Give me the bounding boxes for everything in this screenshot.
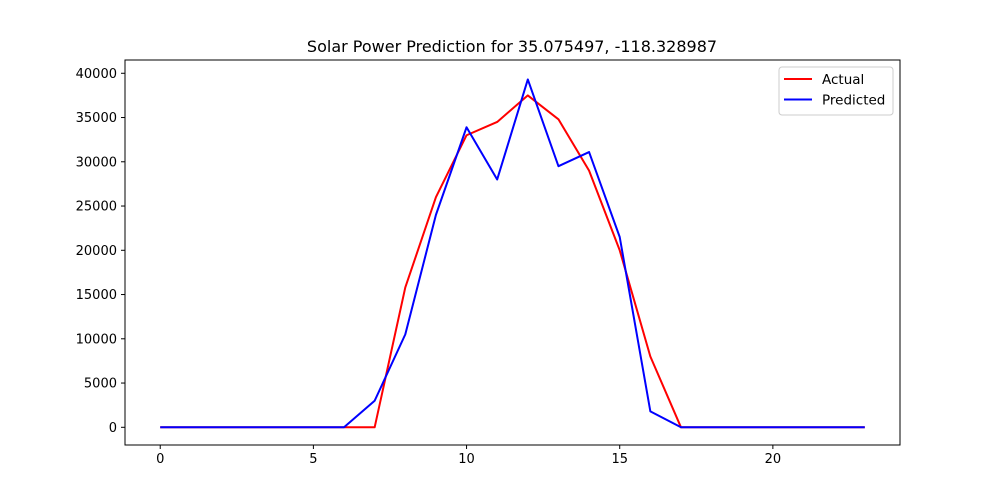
y-tick-label: 30000 [76, 155, 117, 170]
y-tick-label: 25000 [76, 200, 117, 215]
y-tick-label: 5000 [84, 377, 117, 392]
y-axis: 0 5000 10000 15000 20000 25000 30000 35000 40000 [76, 67, 125, 436]
series-layer [160, 78, 865, 429]
x-tick-label: 5 [309, 452, 317, 467]
y-tick-label: 35000 [76, 111, 117, 126]
chart-title: Solar Power Prediction for 35.075497, -1… [307, 37, 717, 56]
legend-label-actual: Actual [822, 72, 864, 88]
x-axis: 0 5 10 15 20 [156, 445, 781, 467]
y-tick-label: 40000 [76, 67, 117, 82]
legend: Actual Predicted [778, 66, 894, 116]
x-tick-label: 15 [611, 452, 628, 467]
legend-label-predicted: Predicted [822, 93, 885, 109]
x-tick-label: 20 [765, 452, 782, 467]
y-tick-label: 0 [109, 421, 117, 436]
axes-frame [124, 59, 901, 446]
y-tick-label: 15000 [76, 288, 117, 303]
y-tick-label: 20000 [76, 244, 117, 259]
x-tick-label: 0 [156, 452, 164, 467]
x-tick-label: 10 [458, 452, 475, 467]
series-line-actual [160, 94, 865, 429]
series-line-predicted [160, 78, 865, 429]
y-tick-label: 10000 [76, 332, 117, 347]
